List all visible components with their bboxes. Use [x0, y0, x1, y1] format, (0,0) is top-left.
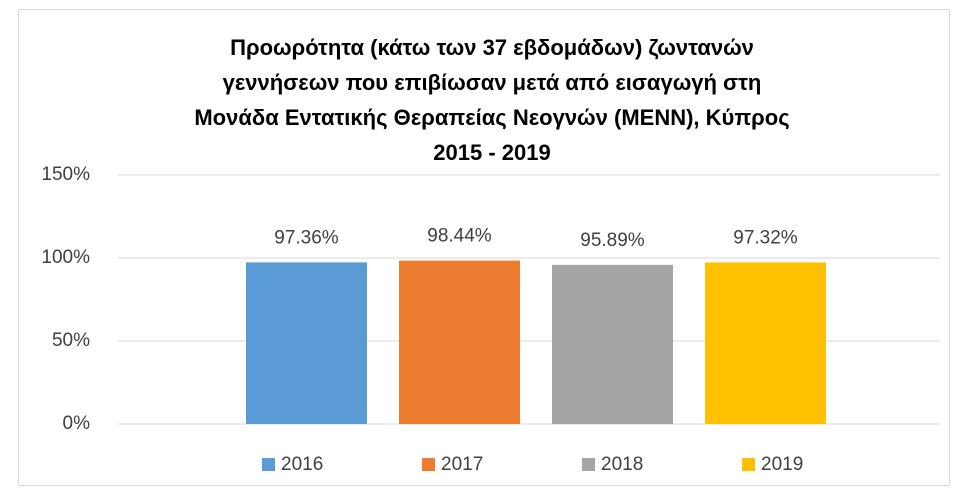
bar: [705, 262, 826, 424]
y-tick-label: 100%: [41, 247, 90, 268]
bar: [399, 260, 520, 424]
data-label: 95.89%: [580, 230, 645, 251]
chart-title: 2015 - 2019: [433, 140, 550, 165]
y-tick-label: 0%: [63, 413, 91, 434]
bar: [552, 264, 673, 424]
legend-swatch: [422, 458, 435, 471]
legend-label: 2019: [761, 454, 803, 475]
data-label: 98.44%: [427, 226, 492, 247]
legend-label: 2018: [601, 454, 643, 475]
bar: [246, 262, 367, 424]
legend-label: 2017: [441, 454, 483, 475]
legend-swatch: [742, 458, 755, 471]
data-label: 97.32%: [733, 227, 798, 248]
legend-label: 2016: [281, 454, 323, 475]
chart-title: γεννήσεων που επιβίωσαν μετά από εισαγωγ…: [223, 70, 762, 95]
y-tick-label: 150%: [41, 164, 90, 185]
legend-swatch: [262, 458, 275, 471]
chart-title: Προωρότητα (κάτω των 37 εβδομάδων) ζωντα…: [230, 35, 754, 60]
data-label: 97.36%: [274, 227, 339, 248]
legend-swatch: [582, 458, 595, 471]
y-tick-label: 50%: [52, 330, 90, 351]
chart-title: Μονάδα Εντατικής Θεραπείας Νεογνών (ΜΕΝΝ…: [194, 105, 789, 130]
